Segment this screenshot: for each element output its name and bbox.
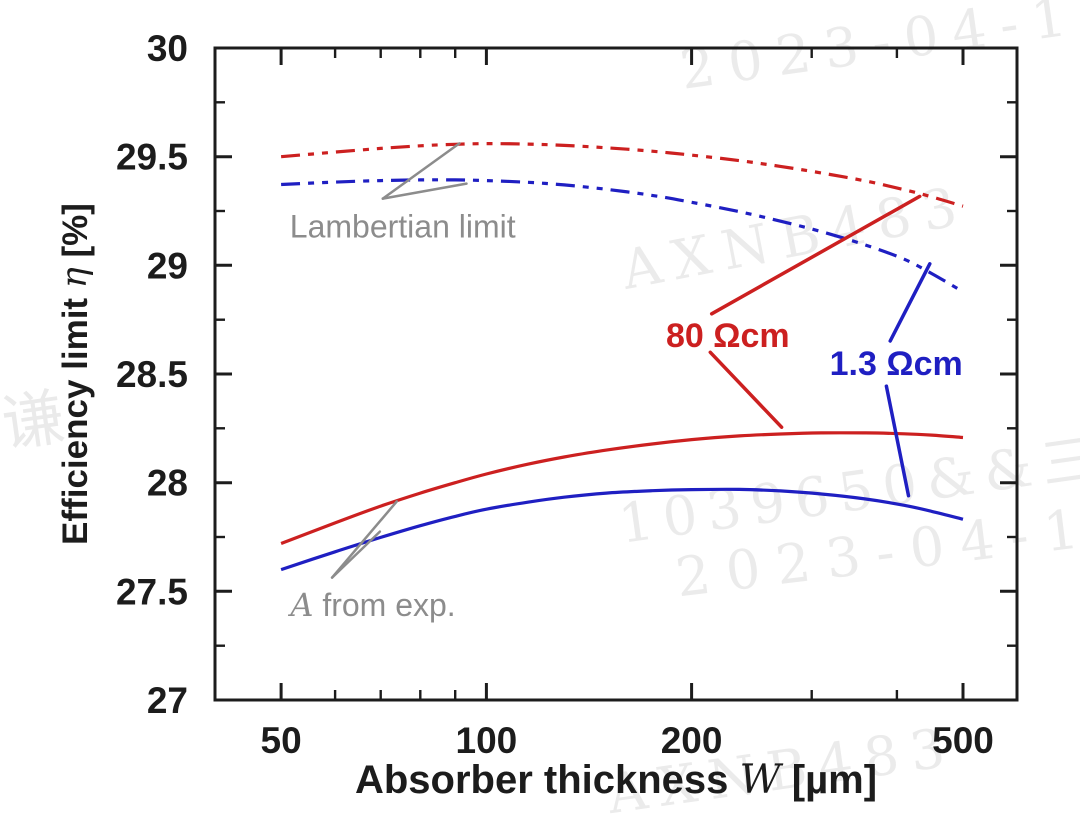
callout-80-to-exp: [708, 350, 784, 429]
lambertian-limit-label: Lambertian limit: [290, 209, 516, 245]
watermark-text: 谦: [0, 380, 69, 461]
annotation-layer: Lambertian limit A from exp. 80 Ωcm 1.3 Ωcm: [287, 209, 962, 624]
y-tick-label: 28: [147, 462, 188, 503]
x-tick-label: 50: [261, 720, 302, 761]
callout-13-to-lambertian: [888, 262, 932, 343]
callout-layer: [330, 142, 932, 579]
y-tick-label: 29.5: [116, 136, 188, 177]
y-tick-label: 28.5: [116, 354, 188, 395]
resistivity-80-label: 80 Ωcm: [666, 317, 790, 355]
y-tick-label: 30: [147, 28, 188, 69]
y-tick-label: 27: [147, 680, 188, 721]
y-tick-label: 27.5: [116, 571, 188, 612]
curve-exp-13ohm: [280, 487, 964, 572]
x-tick-label: 100: [456, 720, 518, 761]
a-from-exp-label: A from exp.: [287, 586, 455, 624]
y-tick-label: 29: [147, 245, 188, 286]
callout-13-to-exp: [884, 384, 911, 498]
lambertian-callout-to-red: [381, 142, 461, 200]
x-tick-label: 500: [932, 720, 994, 761]
x-tick-label: 200: [661, 720, 723, 761]
curve-lambertian-80ohm: [280, 141, 964, 208]
y-axis-title: Efficiency limit η [%]: [55, 203, 95, 545]
curve-exp-80ohm: [280, 431, 964, 545]
callout-80-to-lambertian: [709, 194, 922, 316]
axes-layer: 50 100 200 500 27 27.5 28 28.5 29 29.5 30 Absorber …: [55, 28, 1019, 803]
curve-lambertian-13ohm: [281, 178, 964, 294]
resistivity-13-label: 1.3 Ωcm: [830, 345, 963, 383]
exp-callout-to-blue: [330, 530, 382, 579]
series-layer: [280, 141, 964, 572]
watermark-text: 2023-04-1: [676, 0, 1080, 101]
x-axis-title: Absorber thickness W [µm]: [355, 757, 877, 803]
exp-callout-to-red: [330, 500, 399, 579]
lambertian-callout-to-blue: [381, 182, 468, 200]
